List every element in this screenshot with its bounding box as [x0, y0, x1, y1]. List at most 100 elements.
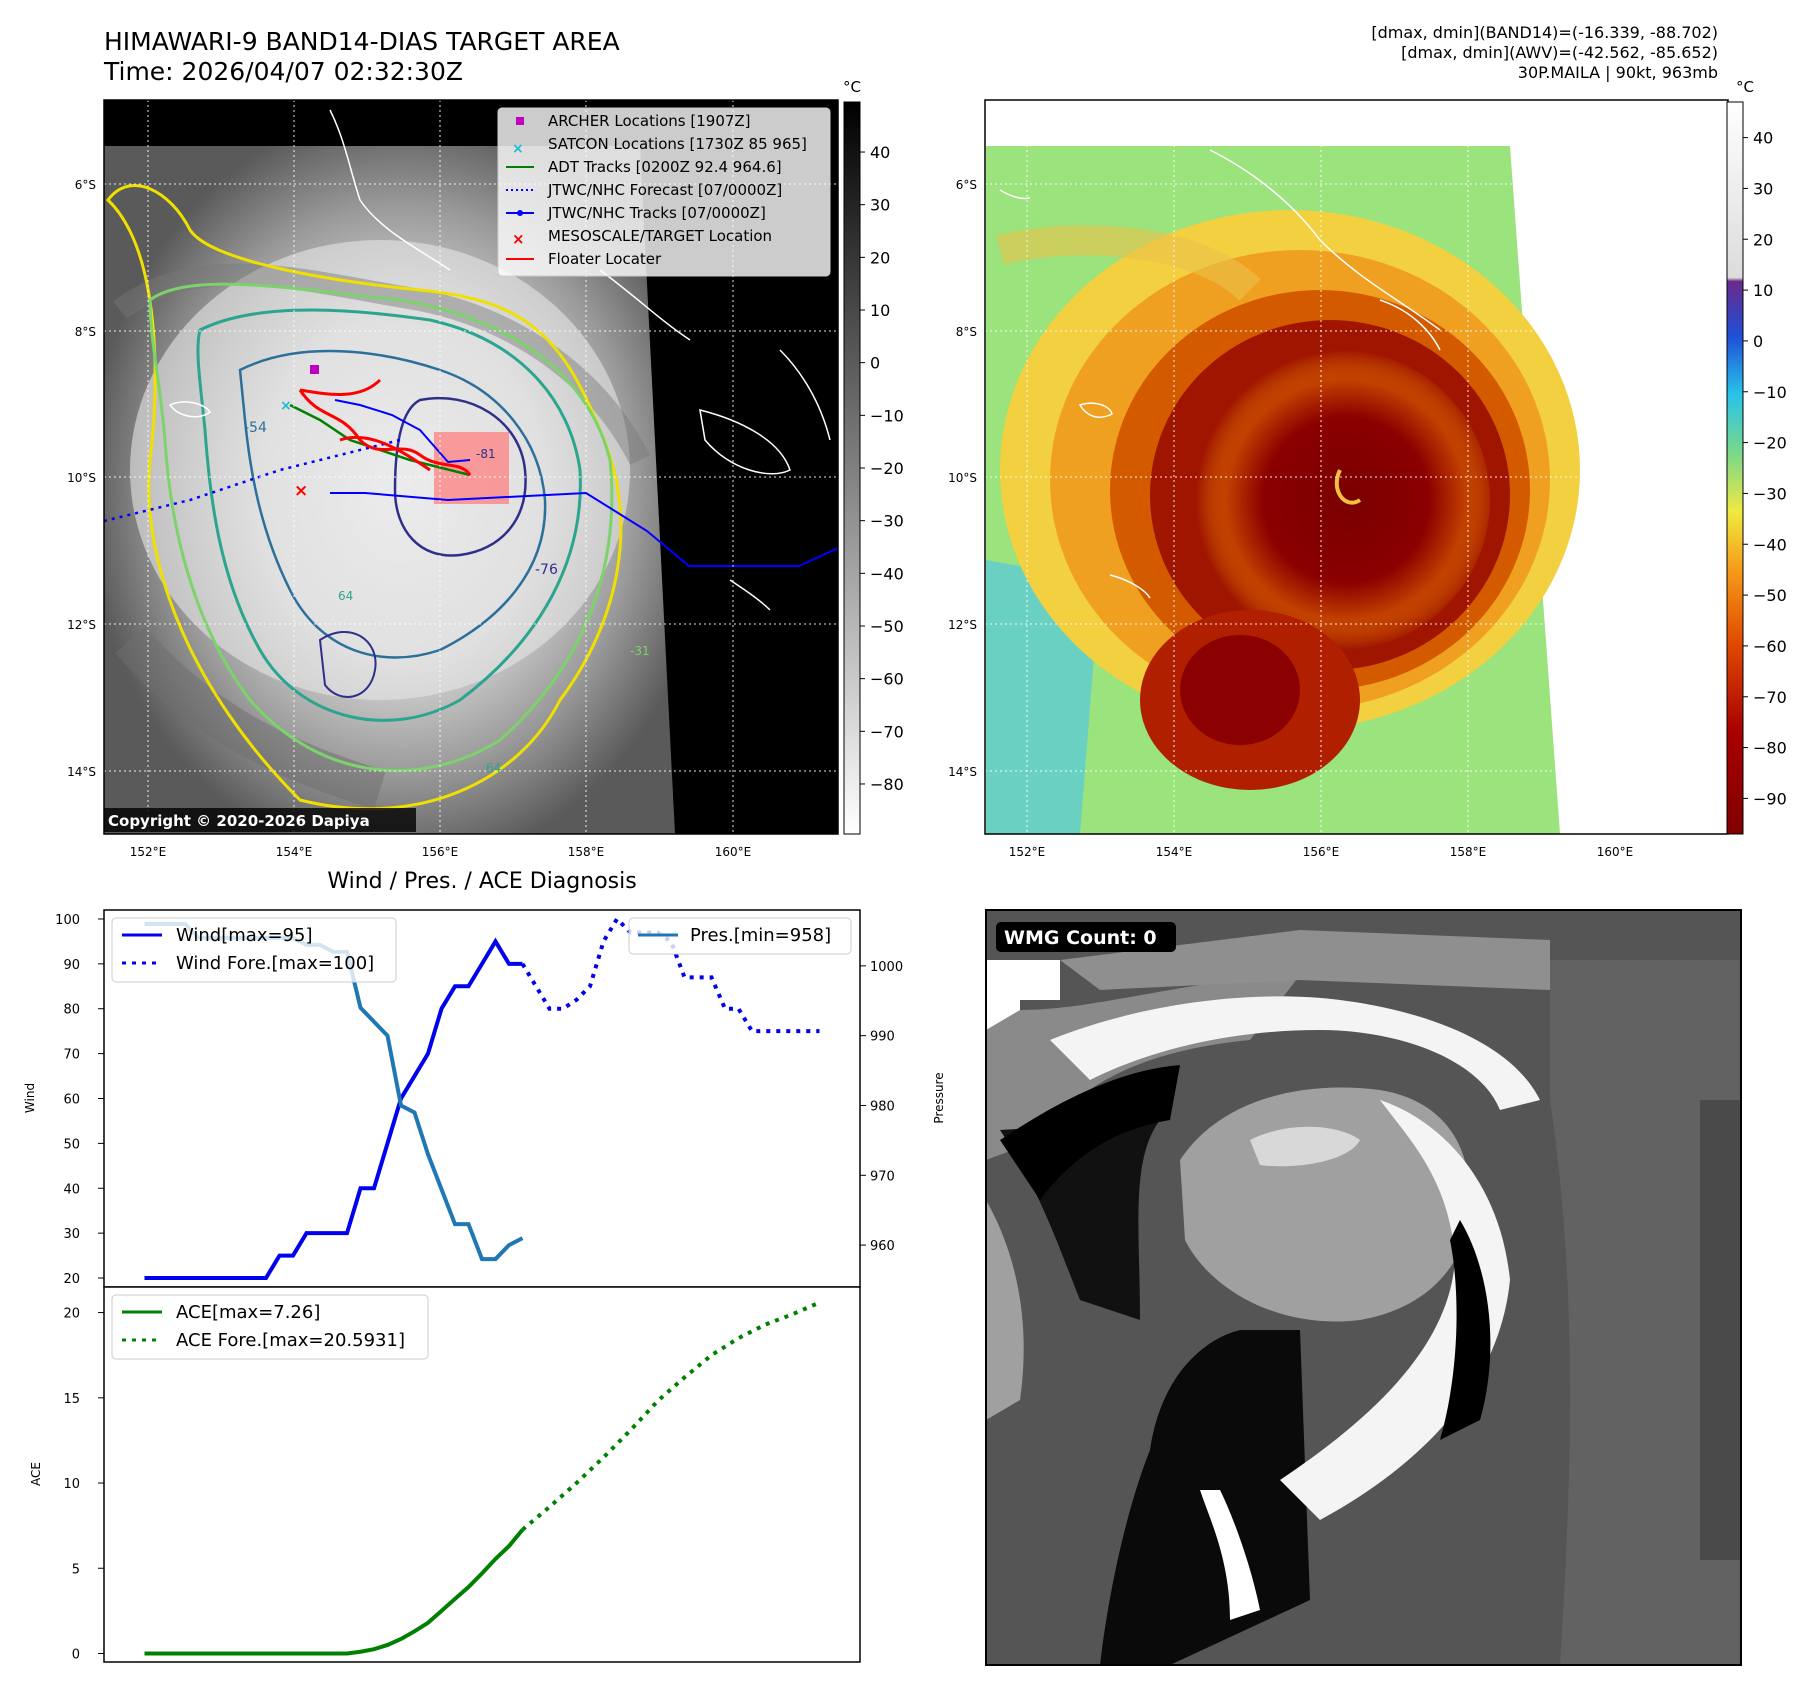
y-tick-label-right: 1000: [870, 960, 903, 975]
colorbar-tick-label: 40: [1753, 129, 1773, 148]
y-tick-label-right: 980: [870, 1099, 895, 1114]
colorbar-tick-label: −70: [1753, 688, 1787, 707]
figure-time: Time: 2026/04/07 02:32:30Z: [103, 57, 463, 86]
lat-tick-label: 14°S: [67, 765, 96, 779]
y-tick-label: 30: [63, 1227, 80, 1242]
ace-legend: ACE[max=7.26] ACE Fore.[max=20.5931]: [111, 1294, 429, 1360]
colorbar-tick-label: −70: [870, 722, 904, 741]
color-axis-labels: 6°S 8°S 10°S 12°S 14°S 152°E 154°E 156°E…: [948, 178, 1633, 859]
colorbar-tick-label: −20: [1753, 434, 1787, 453]
colorbar-tick-label: −20: [870, 459, 904, 478]
lon-tick-label: 158°E: [1450, 845, 1487, 859]
colorbar-tick-label: −30: [870, 512, 904, 531]
colorbar-tick-label: −60: [1753, 637, 1787, 656]
colorbar-tick-label: 20: [1753, 230, 1773, 249]
lon-tick-label: 152°E: [130, 845, 167, 859]
lat-tick-label: 10°S: [67, 471, 96, 485]
colorbar-tick-label: 0: [870, 354, 880, 373]
diagnosis-title: Wind / Pres. / ACE Diagnosis: [327, 869, 636, 894]
figure-title: HIMAWARI-9 BAND14-DIAS TARGET AREA: [104, 27, 620, 56]
copyright-text: Copyright © 2020-2026 Dapiya: [108, 812, 370, 830]
series-wind-fore-line: [520, 915, 820, 1034]
y-tick-label: 40: [63, 1182, 80, 1197]
legend-label: JTWC/NHC Tracks [07/0000Z]: [547, 204, 766, 222]
series-windline: [144, 937, 523, 1281]
svg-text:×: ×: [512, 230, 525, 248]
svg-text:×: ×: [280, 398, 292, 414]
colorbar-tick-label: −50: [1753, 586, 1787, 605]
wmg-count-badge: WMG Count: 0: [1004, 927, 1157, 949]
y-tick-label-right: 990: [870, 1030, 895, 1045]
wmg-panel: WMG Count: 0: [985, 909, 1742, 1666]
wind-pressure-chart: 20 30 40 50 60 70 80 90 100 960 970 980 990 1000 Wind…: [23, 909, 946, 1288]
lat-tick-label: 14°S: [948, 765, 977, 779]
colorbar-tick-label: 40: [870, 143, 890, 162]
contour-label: -81: [476, 447, 496, 461]
legend-label: SATCON Locations [1730Z 85 965]: [548, 135, 807, 153]
legend-label: MESOSCALE/TARGET Location: [548, 227, 772, 245]
color-map: 6°S 8°S 10°S 12°S 14°S 152°E 154°E 156°E…: [948, 99, 1729, 859]
colorbar-tick-label: −10: [1753, 383, 1787, 402]
contour-label: 64: [338, 589, 353, 603]
colorbar-tick-label: −80: [870, 775, 904, 794]
colorbar-tick-label: −40: [1753, 535, 1787, 554]
stat-awv: [dmax, dmin](AWV)=(-42.562, -85.652): [1401, 43, 1718, 62]
legend-label: Floater Locater: [548, 250, 662, 268]
y-axis-label: Wind: [23, 1083, 37, 1113]
colorbar-unit: °C: [1736, 78, 1754, 96]
y-tick-label: 20: [63, 1307, 80, 1322]
colorbar-unit: °C: [843, 78, 861, 96]
y-tick-label: 100: [55, 913, 80, 928]
lat-tick-label: 6°S: [75, 178, 96, 192]
lat-tick-label: 8°S: [956, 325, 977, 339]
lat-tick-label: 10°S: [948, 471, 977, 485]
y-tick-label: 10: [63, 1477, 80, 1492]
ir-map: × × -54 -76 -81 64 -31 64: [67, 99, 839, 859]
colorbar-tick-label: 0: [1753, 332, 1763, 351]
y-axis-label-right: Pressure: [932, 1072, 946, 1123]
y-tick-label: 15: [63, 1392, 80, 1407]
ace-chart: 0 5 10 15 20 ACE ACE[max=7.26] ACE Fore.[max…: [29, 1286, 861, 1663]
contour-label: -54: [244, 420, 267, 436]
y-tick-label: 80: [63, 1003, 80, 1018]
colorbar-tick-label: −30: [1753, 484, 1787, 503]
lon-tick-label: 160°E: [715, 845, 752, 859]
colorbar-tick-label: 30: [870, 196, 890, 215]
ir-colorbar: °C 40 30 20 10 0 −10 −20 −30 −40 −50 −60 −70 −80: [843, 78, 904, 835]
colorbar-tick-label: 10: [1753, 281, 1773, 300]
legend-label: JTWC/NHC Forecast [07/0000Z]: [547, 181, 782, 199]
lon-tick-label: 160°E: [1597, 845, 1634, 859]
y-tick-label: 5: [72, 1562, 80, 1577]
legend-label: ADT Tracks [0200Z 92.4 964.6]: [548, 158, 782, 176]
lon-tick-label: 154°E: [1156, 845, 1193, 859]
legend-label: Wind[max=95]: [176, 925, 313, 946]
colorbar-tick-label: −60: [870, 670, 904, 689]
colorbar-tick-label: −40: [870, 564, 904, 583]
contour-label: -76: [535, 562, 558, 578]
legend-label: ACE[max=7.26]: [176, 1302, 320, 1323]
lon-tick-label: 156°E: [1303, 845, 1340, 859]
colorbar-tick-label: −50: [870, 617, 904, 636]
series-aceline: [144, 1528, 525, 1656]
legend-label: Wind Fore.[max=100]: [176, 953, 374, 974]
y-tick-label: 90: [63, 958, 80, 973]
lat-tick-label: 12°S: [67, 618, 96, 632]
lon-tick-label: 156°E: [422, 845, 459, 859]
lon-tick-label: 154°E: [276, 845, 313, 859]
y-axis-label: ACE: [29, 1462, 43, 1486]
storm-info: 30P.MAILA | 90kt, 963mb: [1518, 63, 1718, 82]
y-tick-label: 20: [63, 1272, 80, 1287]
y-tick-label: 0: [72, 1647, 80, 1662]
svg-text:×: ×: [294, 481, 308, 501]
colorbar-tick-label: −10: [870, 406, 904, 425]
lat-tick-label: 8°S: [75, 325, 96, 339]
y-tick-label: 50: [63, 1137, 80, 1152]
lon-tick-label: 152°E: [1009, 845, 1046, 859]
lat-tick-label: 12°S: [948, 618, 977, 632]
legend-label: ARCHER Locations [1907Z]: [548, 112, 751, 130]
wind-legend: Wind[max=95] Wind Fore.[max=100]: [111, 917, 397, 983]
lat-tick-label: 6°S: [956, 178, 977, 192]
colorbar-tick-label: 30: [1753, 179, 1773, 198]
lon-tick-label: 158°E: [568, 845, 605, 859]
